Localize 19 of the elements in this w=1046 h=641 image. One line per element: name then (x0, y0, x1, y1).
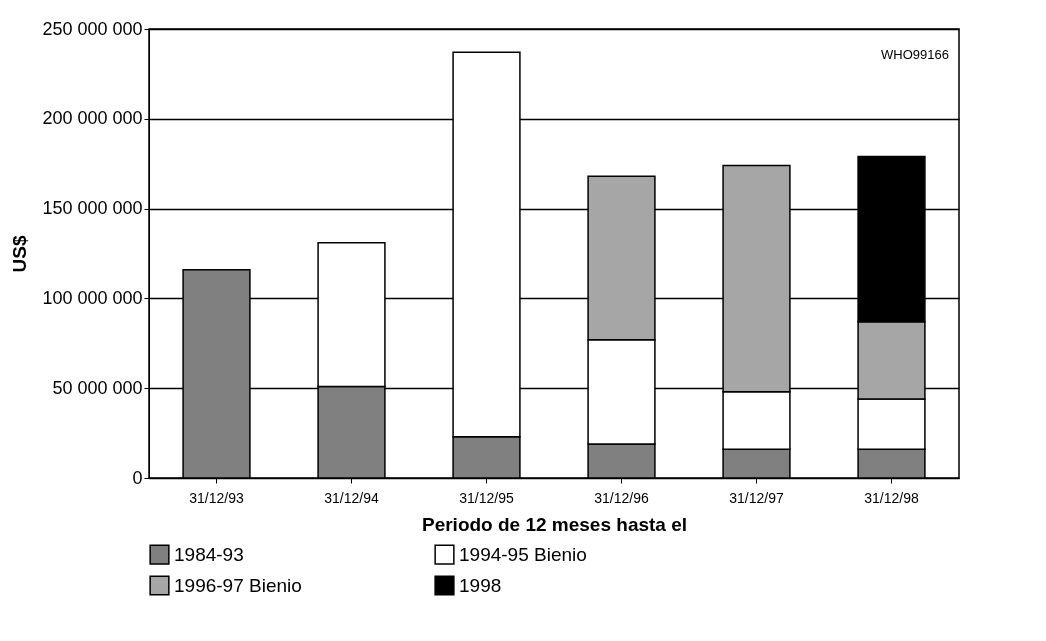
y-axis-title: US$ (9, 235, 31, 273)
y-tick-label: 50 000 000 (52, 377, 143, 398)
x-tick-label: 31/12/93 (189, 489, 244, 506)
legend-label: 1984-93 (174, 543, 244, 565)
legend-label: 1994-95 Bienio (459, 543, 587, 565)
legend-label: 1998 (459, 574, 502, 596)
y-tick-label: 200 000 000 (42, 108, 143, 129)
x-tick-label: 31/12/97 (729, 489, 784, 506)
y-tick-label: 100 000 000 (42, 287, 143, 308)
y-tick-label: 0 (132, 467, 143, 488)
x-tick-label: 31/12/98 (864, 489, 919, 506)
x-tick-label: 31/12/94 (324, 489, 379, 506)
x-tick-label: 31/12/95 (459, 489, 514, 506)
y-tick-label: 150 000 000 (42, 198, 143, 219)
legend-label: 1996-97 Bienio (174, 574, 302, 596)
x-axis-title: Periodo de 12 meses hasta el (421, 513, 688, 535)
annotation: WHO99166 (881, 47, 949, 62)
y-tick-label: 250 000 000 (42, 18, 143, 39)
x-tick-label: 31/12/96 (594, 489, 649, 506)
